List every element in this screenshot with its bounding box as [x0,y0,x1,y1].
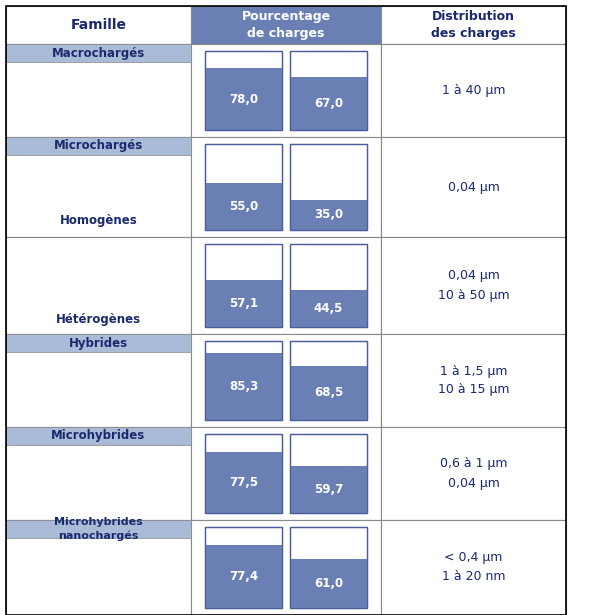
Bar [205,434,282,513]
Bar [290,200,367,230]
Bar [290,434,367,513]
Text: 1 à 1,5 μm
10 à 15 μm: 1 à 1,5 μm 10 à 15 μm [438,365,509,397]
Bar [290,366,367,420]
Bar [6,427,191,520]
Text: 0,04 μm: 0,04 μm [448,180,499,194]
Bar [205,341,282,420]
Bar [6,137,191,155]
Text: Macrochargés: Macrochargés [52,47,145,60]
Bar [381,427,566,520]
Bar [205,434,282,513]
Bar [290,51,367,130]
Text: 35,0: 35,0 [314,208,343,221]
Text: 0,04 μm
10 à 50 μm: 0,04 μm 10 à 50 μm [438,269,509,301]
Bar [381,44,566,137]
Bar [290,144,367,230]
Text: Hybrides: Hybrides [69,336,128,349]
Text: Microhybrides
nanochargés: Microhybrides nanochargés [54,517,143,541]
Bar [290,341,367,420]
Text: < 0,4 μm
1 à 20 nm: < 0,4 μm 1 à 20 nm [442,552,505,584]
Bar [205,244,282,327]
Bar [205,341,282,420]
Text: Microhybrides: Microhybrides [51,429,145,443]
Text: 55,0: 55,0 [229,200,258,213]
Bar [290,244,367,327]
Bar [6,334,191,427]
Bar [6,44,191,137]
Bar [191,237,381,334]
Bar [205,527,282,608]
Text: 59,7: 59,7 [314,483,343,496]
Text: 77,5: 77,5 [229,476,258,489]
Text: Famille: Famille [71,18,127,32]
Bar [205,452,282,513]
Bar [205,144,282,230]
Bar [6,6,191,44]
Bar [191,6,381,44]
Bar [290,558,367,608]
Bar [290,527,367,608]
Bar [205,68,282,130]
Text: Hétérogènes: Hétérogènes [56,313,141,326]
Bar [205,527,282,608]
Bar [205,546,282,608]
Bar [205,144,282,230]
Bar [205,183,282,230]
Bar [191,44,381,137]
Text: 61,0: 61,0 [314,577,343,590]
Text: 85,3: 85,3 [229,380,258,393]
Text: Distribution
des charges: Distribution des charges [431,10,516,40]
Text: 78,0: 78,0 [229,93,258,106]
Bar [290,144,367,230]
Bar [205,280,282,327]
Bar [191,137,381,237]
Bar [290,466,367,513]
Text: 0,6 à 1 μm
0,04 μm: 0,6 à 1 μm 0,04 μm [440,458,507,490]
Bar [290,341,367,420]
Bar [290,434,367,513]
Bar [6,427,191,445]
Bar [290,51,367,130]
Bar [191,427,381,520]
Bar [6,237,191,334]
Bar [6,520,191,615]
Bar [381,6,566,44]
Text: 68,5: 68,5 [314,386,343,400]
Bar [205,244,282,327]
Text: 67,0: 67,0 [314,97,343,110]
Bar [205,51,282,130]
Bar [6,520,191,538]
Bar [191,334,381,427]
Bar [381,334,566,427]
Text: 1 à 40 μm: 1 à 40 μm [442,84,505,97]
Bar [381,520,566,615]
Bar [290,527,367,608]
Bar [290,244,367,327]
Bar [290,77,367,130]
Bar [6,137,191,237]
Bar [6,44,191,62]
Bar [205,352,282,420]
Text: 44,5: 44,5 [314,302,343,315]
Text: 77,4: 77,4 [229,570,258,583]
Text: Homogènes: Homogènes [59,214,137,227]
Bar [290,290,367,327]
Bar [381,137,566,237]
Bar [381,237,566,334]
Bar [205,51,282,130]
Text: 57,1: 57,1 [229,297,258,310]
Text: Microchargés: Microchargés [54,140,143,153]
Bar [191,520,381,615]
Text: Pourcentage
de charges: Pourcentage de charges [241,10,330,40]
Bar [6,334,191,352]
